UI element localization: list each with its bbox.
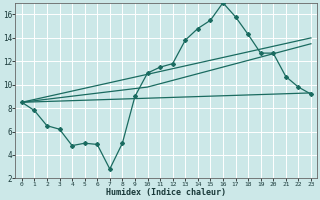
X-axis label: Humidex (Indice chaleur): Humidex (Indice chaleur) (106, 188, 226, 197)
